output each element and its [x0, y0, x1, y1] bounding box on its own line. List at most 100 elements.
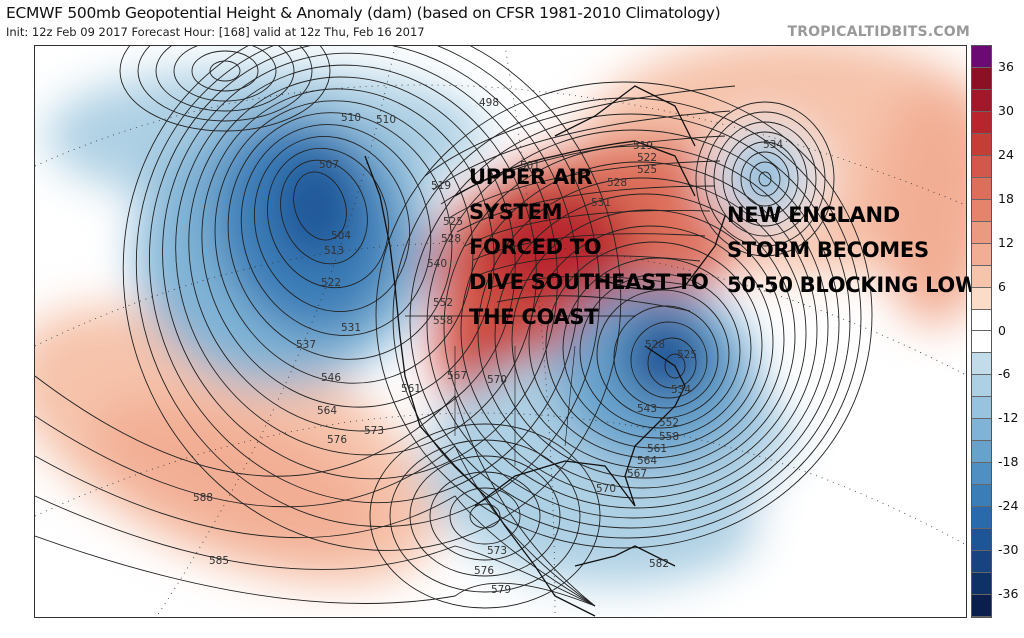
contour-line — [749, 161, 781, 197]
contour-line — [253, 135, 411, 313]
contour-line — [480, 255, 701, 275]
contour-label: 567 — [447, 370, 467, 382]
contour-line — [409, 455, 561, 577]
contour-line — [528, 225, 774, 459]
colorbar-segment — [972, 375, 991, 398]
contour-label: 546 — [321, 372, 341, 384]
contour-line — [424, 85, 736, 177]
contour-label: 525 — [443, 216, 463, 228]
contour-line — [280, 159, 368, 265]
contour-line — [443, 145, 829, 509]
contour-line — [201, 88, 495, 408]
annotation-line: STORM BECOMES — [727, 238, 929, 262]
contour-label: 498 — [479, 97, 499, 109]
contour-label: 576 — [474, 565, 494, 577]
chart-title: ECMWF 500mb Geopotential Height & Anomal… — [6, 4, 721, 22]
colorbar-tick-label: -6 — [998, 366, 1011, 382]
annotation-upper-air: UPPER AIR SYSTEM FORCED TO DIVE SOUTHEAS… — [469, 160, 709, 335]
contour-label: 543 — [637, 403, 657, 415]
contour-line — [740, 151, 790, 207]
contour-line — [494, 193, 796, 479]
contour-label: 552 — [433, 297, 453, 309]
contour-label: 522 — [637, 152, 657, 164]
colorbar-segment — [972, 441, 991, 464]
annotation-line: FORCED TO — [469, 235, 602, 259]
contour-line — [35, 455, 596, 607]
contour-label: 558 — [433, 315, 453, 327]
height-contours — [35, 46, 873, 609]
contour-line — [448, 160, 721, 219]
contour-label: 576 — [327, 434, 347, 446]
colorbar-segment — [972, 221, 991, 244]
contour-label: 573 — [364, 425, 384, 437]
contour-line — [293, 171, 347, 241]
colorbar-segment — [972, 507, 991, 530]
colorbar-tick-label: 18 — [998, 190, 1014, 206]
annotation-line: UPPER AIR — [469, 165, 593, 189]
contour-line — [562, 257, 752, 439]
colorbar-segment — [972, 111, 991, 134]
contour-line — [389, 439, 581, 593]
colorbar-segment — [972, 573, 991, 596]
contour-label: 510 — [376, 114, 396, 126]
colorbar-segment — [972, 529, 991, 552]
contour-label: 564 — [637, 455, 657, 467]
contour-label: 552 — [659, 417, 679, 429]
colorbar-tick-label: -30 — [998, 542, 1019, 558]
annotation-new-england: NEW ENGLAND STORM BECOMES 50-50 BLOCKING… — [727, 198, 978, 303]
forecast-info: Init: 12z Feb 09 2017 Forecast Hour: [16… — [6, 25, 425, 39]
contour-label: 525 — [677, 349, 697, 361]
colorbar-segment — [972, 89, 991, 112]
colorbar-tick-label: -36 — [998, 586, 1019, 602]
contour-line — [162, 52, 558, 480]
contour-line — [35, 495, 596, 607]
contour-label: 582 — [649, 558, 669, 570]
contour-line — [758, 171, 772, 187]
contour-label: 522 — [321, 277, 341, 289]
contour-line — [155, 46, 295, 112]
contour-line — [695, 101, 835, 257]
colorbar-tick-label: 30 — [998, 102, 1014, 118]
contour-line — [460, 161, 818, 499]
contour-line — [173, 46, 277, 102]
colorbar-tick-label: 0 — [998, 322, 1006, 338]
colorbar-segment — [972, 265, 991, 288]
contour-label: 528 — [645, 339, 665, 351]
graticule — [35, 46, 966, 617]
colorbar-segment — [972, 46, 991, 68]
contour-label: 585 — [209, 555, 229, 567]
annotation-line: 50-50 BLOCKING LOW — [727, 273, 978, 297]
contour-label: 561 — [401, 383, 421, 395]
contour-label: 564 — [317, 405, 337, 417]
annotation-line: NEW ENGLAND — [727, 203, 900, 227]
colorbar-segment — [972, 287, 991, 310]
contour-label: 519 — [431, 180, 451, 192]
contour-label: 534 — [763, 139, 783, 151]
contour-line — [214, 100, 474, 384]
contour-line — [135, 46, 601, 527]
contour-line — [267, 147, 389, 289]
colorbar-tick-label: -24 — [998, 498, 1019, 514]
contour-line — [35, 375, 596, 607]
contour-label: 561 — [647, 443, 667, 455]
contour-line — [227, 112, 453, 360]
contour-line — [464, 210, 711, 247]
contour-label: 531 — [341, 322, 361, 334]
contour-label: 525 — [637, 164, 657, 176]
contour-line — [647, 337, 697, 389]
colorbar-segment — [972, 199, 991, 222]
colorbar-tick-label: 36 — [998, 58, 1014, 74]
contour-line — [148, 46, 580, 504]
contour-line — [429, 471, 541, 561]
contour-line — [579, 273, 741, 429]
colorbar-segment — [972, 397, 991, 420]
colorbar-segment — [972, 551, 991, 574]
contour-label: 540 — [427, 258, 447, 270]
contour-line — [511, 209, 785, 469]
colorbar-tick-label: -12 — [998, 410, 1019, 426]
contour-line — [409, 113, 851, 529]
contour-label: 528 — [441, 233, 461, 245]
contour-line — [137, 46, 313, 122]
colorbar-segment — [972, 133, 991, 156]
contour-line — [477, 177, 807, 489]
